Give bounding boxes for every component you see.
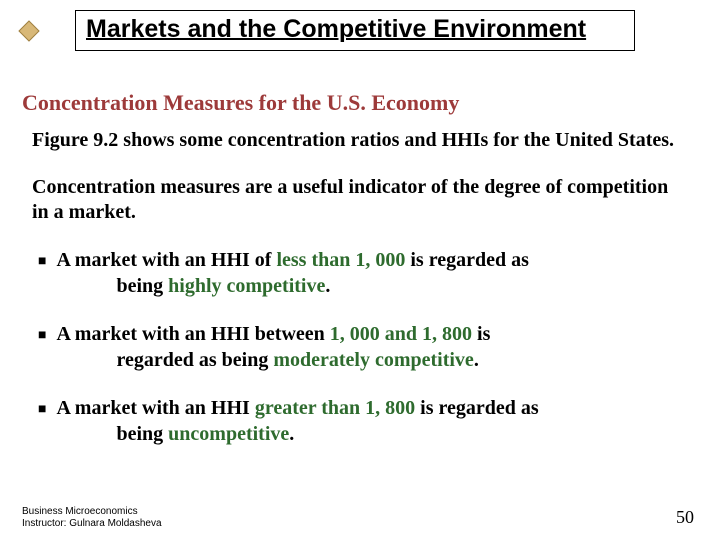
bullet-1: A market with an HHI of less than 1, 000… <box>56 247 528 299</box>
square-bullet-icon: ■ <box>38 326 46 373</box>
bullet-2: A market with an HHI between 1, 000 and … <box>56 321 490 373</box>
list-item: ■ A market with an HHI between 1, 000 an… <box>32 321 680 373</box>
square-bullet-icon: ■ <box>38 252 46 299</box>
title-box: Markets and the Competitive Environment <box>75 10 635 51</box>
footer-line-2: Instructor: Gulnara Moldasheva <box>22 518 162 530</box>
list-item: ■ A market with an HHI of less than 1, 0… <box>32 247 680 299</box>
list-item: ■ A market with an HHI greater than 1, 8… <box>32 395 680 447</box>
title-bullet-icon <box>18 20 40 42</box>
slide-subtitle: Concentration Measures for the U.S. Econ… <box>22 90 459 116</box>
page-number: 50 <box>676 507 694 528</box>
footer-line-1: Business Microeconomics <box>22 506 162 518</box>
slide-title: Markets and the Competitive Environment <box>86 15 624 44</box>
bullet-3: A market with an HHI greater than 1, 800… <box>56 395 538 447</box>
paragraph-1: Figure 9.2 shows some concentration rati… <box>32 128 680 153</box>
footer: Business Microeconomics Instructor: Guln… <box>22 506 162 530</box>
content-area: Figure 9.2 shows some concentration rati… <box>32 128 680 469</box>
square-bullet-icon: ■ <box>38 400 46 447</box>
paragraph-2: Concentration measures are a useful indi… <box>32 175 680 225</box>
